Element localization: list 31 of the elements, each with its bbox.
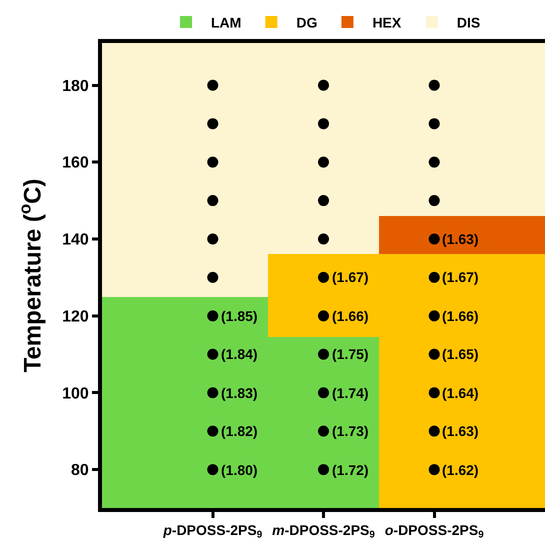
y-tick-label: 140: [62, 232, 89, 249]
x-tick-label: p-DPOSS-2PS$_{9}$: [162, 522, 263, 541]
x-tick-label: m-DPOSS-2PS$_{9}$: [272, 522, 376, 541]
annotation: (1.85): [221, 308, 258, 324]
annotation: (1.64): [442, 385, 479, 401]
annotation: (1.73): [332, 423, 369, 439]
annotation: (1.83): [221, 385, 258, 401]
annotation: (1.65): [442, 346, 479, 362]
annotation: (1.67): [442, 269, 479, 285]
annotation: (1.63): [442, 231, 479, 247]
annotation: (1.74): [332, 385, 369, 401]
x-tick-label: o-DPOSS-2PS$_{9}$: [384, 522, 484, 541]
legend-label: LAM: [211, 14, 242, 30]
annotation: (1.80): [221, 462, 258, 478]
y-tick-label: 160: [62, 154, 89, 172]
annotation: (1.66): [442, 308, 479, 324]
y-tick-label: 120: [62, 308, 89, 326]
annotation: (1.84): [221, 346, 258, 362]
annotation: (1.62): [442, 462, 479, 478]
annotation: (1.75): [332, 346, 369, 362]
y-tick-label: 80: [71, 462, 89, 480]
annotation: (1.67): [332, 269, 369, 285]
y-tick-label: 100: [62, 385, 89, 402]
annotation: (1.66): [332, 308, 369, 324]
legend-label: HEX: [372, 14, 402, 30]
annotation: (1.72): [332, 462, 369, 478]
legend-label: DG: [296, 14, 318, 30]
annotation: (1.82): [221, 423, 258, 439]
y-tick-label: 180: [62, 78, 89, 95]
legend-label: DIS: [456, 14, 480, 30]
annotation: (1.63): [442, 423, 479, 439]
